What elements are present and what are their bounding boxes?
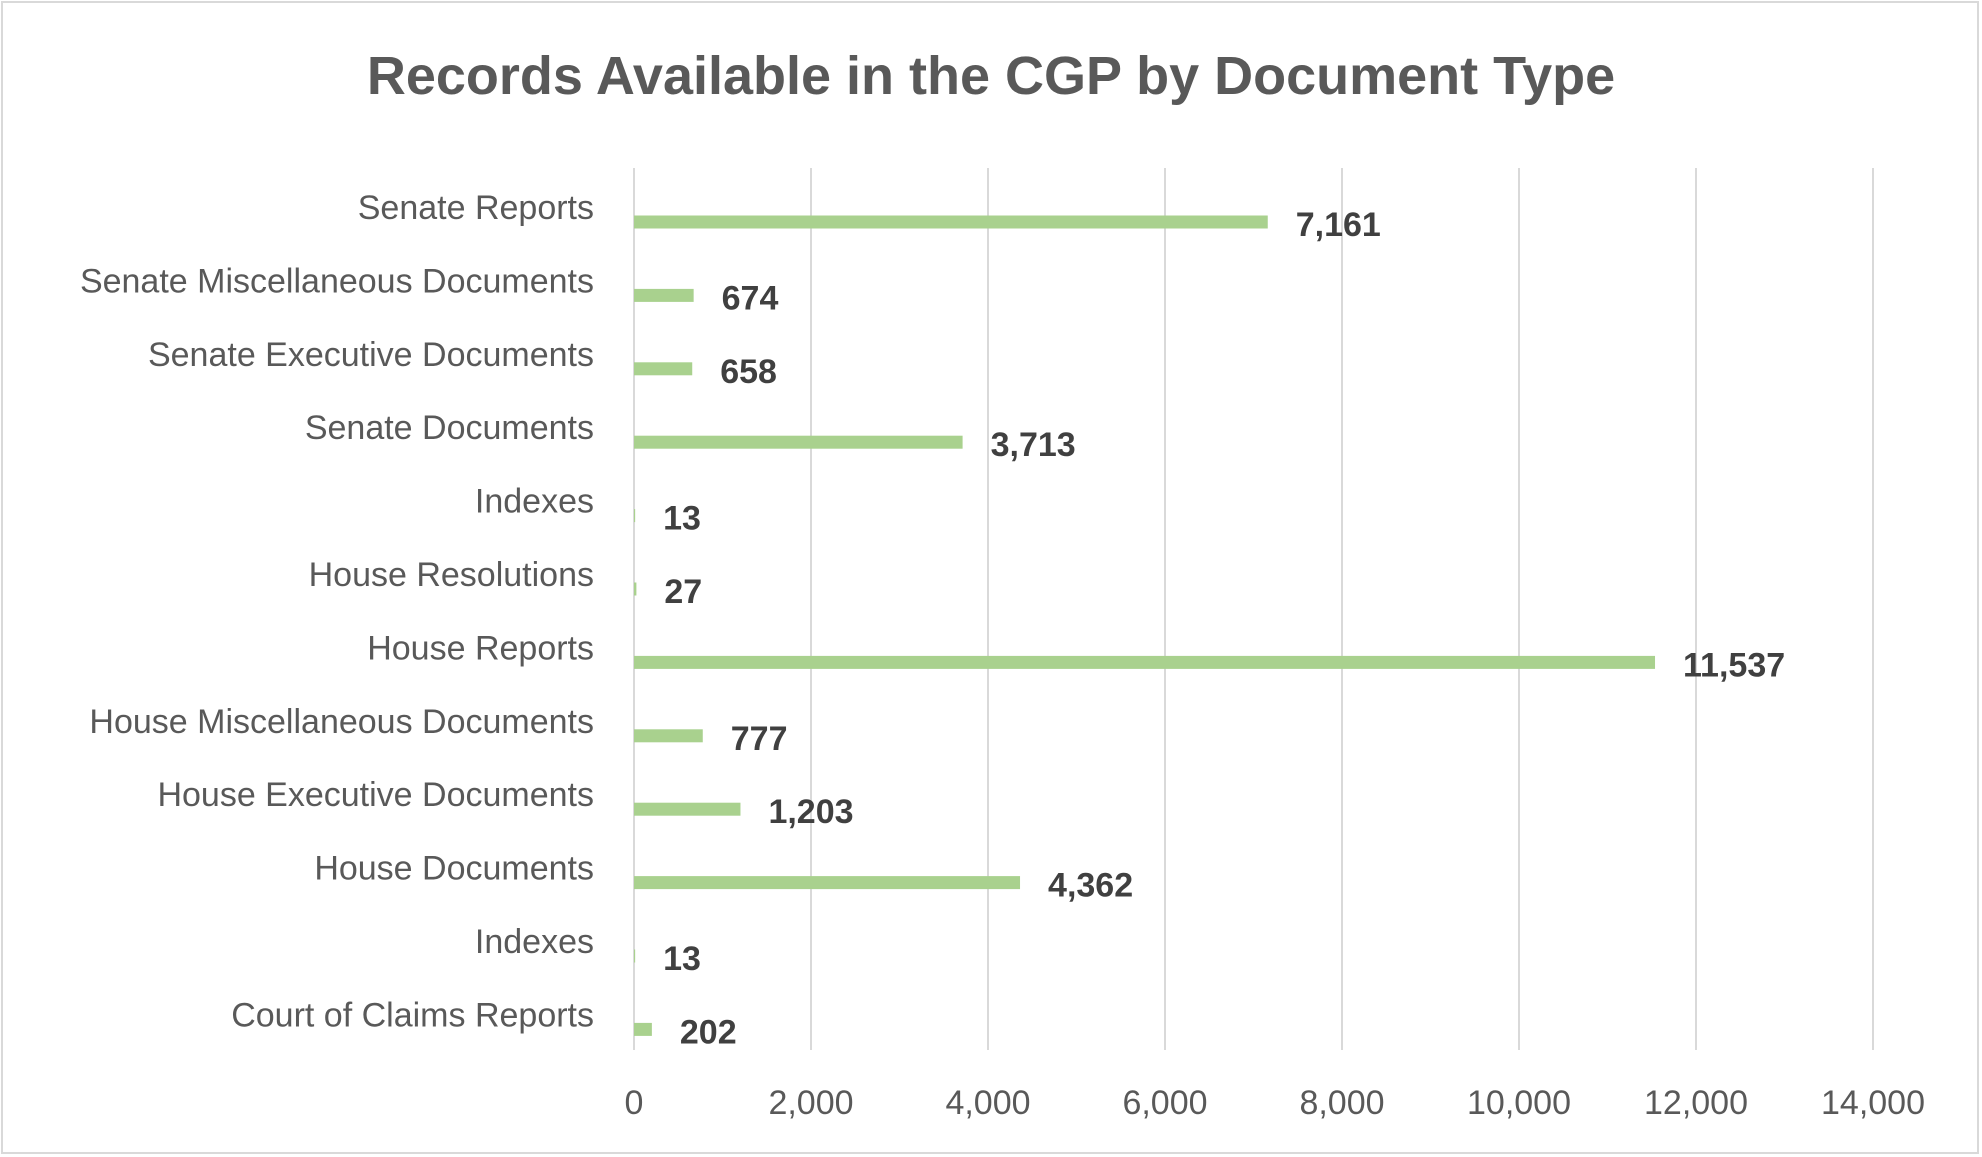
category-label: House Miscellaneous Documents	[89, 703, 594, 741]
category-label: Senate Documents	[305, 409, 594, 447]
bar	[634, 362, 693, 376]
bar	[634, 288, 694, 302]
x-tick-label: 4,000	[945, 1084, 1030, 1122]
category-label: Senate Reports	[358, 189, 594, 227]
data-label: 11,537	[1683, 646, 1785, 684]
data-labels: 7,161 674 658 3,713 13 27 11,537 777 1,203 4,362 1…	[663, 206, 1785, 1051]
x-tick-label: 8,000	[1299, 1084, 1384, 1122]
chart-title: Records Available in the CGP by Document…	[367, 46, 1615, 106]
category-labels: Senate Reports Senate Miscellaneous Docum…	[80, 189, 594, 1034]
data-label: 3,713	[991, 426, 1076, 464]
x-tick-label: 6,000	[1122, 1084, 1207, 1122]
bar	[634, 215, 1268, 229]
x-axis-tick-labels: 0 2,000 4,000 6,000 8,000 10,000 12,000 14,000	[625, 1084, 1925, 1122]
data-label: 658	[720, 353, 777, 391]
bars	[634, 215, 1656, 1036]
x-tick-label: 14,000	[1821, 1084, 1925, 1122]
x-tick-label: 10,000	[1467, 1084, 1571, 1122]
bar	[634, 655, 1656, 669]
data-label: 4,362	[1048, 867, 1133, 905]
data-label: 13	[663, 940, 701, 978]
bar	[634, 729, 703, 743]
x-tick-label: 0	[625, 1084, 644, 1122]
data-label: 1,203	[768, 793, 853, 831]
bar	[634, 509, 636, 523]
data-label: 777	[731, 720, 788, 758]
data-label: 27	[664, 573, 702, 611]
data-label: 674	[722, 279, 779, 317]
data-label: 7,161	[1296, 206, 1381, 244]
category-label: Indexes	[475, 923, 594, 961]
bar	[634, 435, 963, 449]
category-label: Senate Executive Documents	[148, 336, 594, 374]
bar	[634, 802, 741, 816]
gridlines	[633, 168, 1874, 1050]
category-label: House Documents	[314, 850, 594, 888]
category-label: Indexes	[475, 483, 594, 521]
bar	[634, 949, 636, 963]
bar	[634, 1022, 652, 1036]
x-tick-label: 12,000	[1644, 1084, 1748, 1122]
category-label: Court of Claims Reports	[231, 996, 594, 1034]
category-label: House Executive Documents	[157, 776, 594, 814]
bar	[634, 582, 637, 596]
category-label: House Resolutions	[309, 556, 594, 594]
category-label: House Reports	[367, 629, 594, 667]
bar	[634, 876, 1021, 890]
x-tick-label: 2,000	[768, 1084, 853, 1122]
data-label: 13	[663, 500, 701, 538]
data-label: 202	[680, 1013, 737, 1051]
category-label: Senate Miscellaneous Documents	[80, 262, 594, 300]
